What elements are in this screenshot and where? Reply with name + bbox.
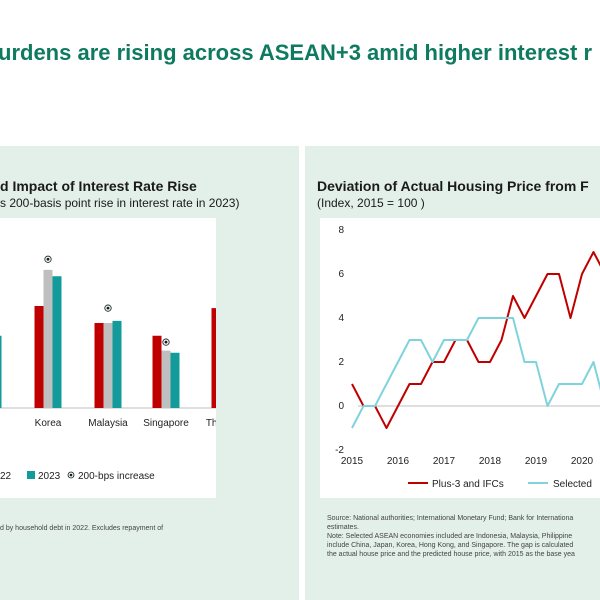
bar-chart-svg: anKoreaMalaysiaSingaporeThailand22202320…: [0, 255, 244, 482]
headline-text: urdens are rising across ASEAN+3 amid hi…: [0, 40, 592, 65]
legend-label-selected: Selected: [553, 479, 592, 490]
x-tick-label: 2019: [525, 456, 548, 467]
bar-22-1: [34, 306, 44, 408]
bar-2023-2: [112, 320, 122, 408]
page-headline: urdens are rising across ASEAN+3 amid hi…: [0, 36, 600, 76]
marker-dot-2: [106, 306, 110, 310]
bar-chart-plot: anKoreaMalaysiaSingaporeThailand22202320…: [0, 218, 244, 498]
source-line-1: Source: National authorities; Internatio…: [327, 515, 574, 522]
bar-series1-3: [161, 350, 171, 408]
source-line-5: the actual house price and the predicted…: [327, 551, 575, 558]
right-chart-title: Deviation of Actual Housing Price from F: [317, 178, 589, 194]
bar-22-4: [211, 308, 221, 408]
legend-label-22: 22: [0, 471, 12, 482]
left-chart-title: d Impact of Interest Rate Rise: [0, 178, 197, 194]
legend-label-2023: 2023: [38, 471, 61, 482]
bar-2023-3: [170, 352, 180, 408]
line-chart-svg: -2 0 2 4 6 8 2015 2016 2017 2018 2019 2020 Plus-3 an…: [335, 225, 600, 490]
line-chart-plot: -2 0 2 4 6 8 2015 2016 2017 2018 2019 2020 Plus-3 an…: [320, 218, 600, 498]
y-tick-label: 6: [338, 269, 344, 280]
bar-2023-1: [52, 276, 62, 408]
x-tick-label: 2017: [433, 456, 456, 467]
bar-category-label: Korea: [35, 418, 62, 429]
source-line-2: estimates.: [327, 524, 359, 531]
x-tick-label: 2016: [387, 456, 410, 467]
x-tick-label: 2015: [341, 456, 364, 467]
marker-dot-1: [46, 257, 50, 261]
legend-swatch-2023: [27, 471, 35, 479]
x-tick-label: 2020: [571, 456, 594, 467]
bar-category-label: Thailand: [206, 418, 216, 429]
bar-category-label: Singapore: [143, 418, 189, 429]
right-chart-subtitle: (Index, 2015 = 100 ): [317, 196, 425, 210]
left-panel: d Impact of Interest Rate Rise s 200-bas…: [0, 146, 299, 600]
series-line-0: [351, 251, 600, 429]
legend-label-bps: 200-bps increase: [78, 471, 155, 482]
legend-marker-dot: [69, 473, 73, 477]
x-tick-label: 2018: [479, 456, 502, 467]
y-tick-label: 2: [338, 357, 344, 368]
y-tick-label: 0: [338, 401, 344, 412]
bar-category-label: Malaysia: [88, 418, 128, 429]
marker-dot-3: [164, 340, 168, 344]
left-chart-subtitle: s 200-basis point rise in interest rate …: [0, 196, 240, 210]
bar-series1-2: [103, 323, 113, 408]
bar-series1-1: [43, 269, 53, 408]
source-line-3: Note: Selected ASEAN economies included …: [327, 533, 573, 540]
bar-2023-0: [0, 335, 2, 408]
y-tick-label: 8: [338, 225, 344, 236]
legend-label-plus3: Plus-3 and IFCs: [432, 479, 504, 490]
y-tick-label: -2: [335, 445, 344, 456]
bar-22-2: [94, 323, 104, 408]
bar-22-3: [152, 335, 162, 408]
series-line-1: [351, 317, 600, 429]
y-tick-label: 4: [338, 313, 344, 324]
left-footnote: d by household debt in 2022. Excludes re…: [0, 525, 164, 532]
right-panel: Deviation of Actual Housing Price from F…: [305, 146, 600, 600]
source-line-4: include China, Japan, Korea, Hong Kong, …: [327, 542, 574, 549]
